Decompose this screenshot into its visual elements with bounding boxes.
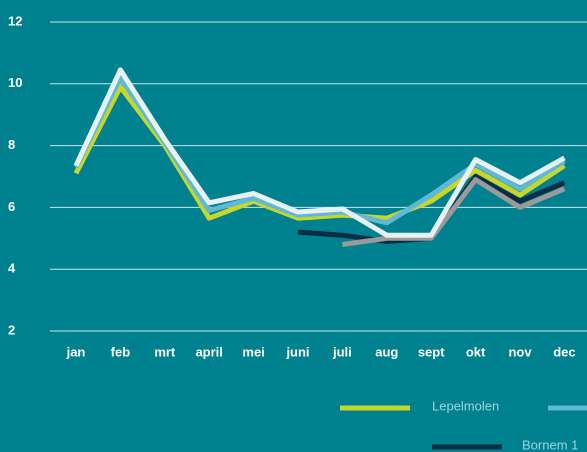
x-tick-label: juni — [285, 344, 309, 359]
y-tick-label: 6 — [8, 199, 15, 214]
y-tick-label: 12 — [8, 13, 22, 28]
x-tick-label: mei — [242, 344, 264, 359]
x-tick-label: okt — [466, 344, 486, 359]
x-tick-label: dec — [553, 344, 575, 359]
x-tick-label: jan — [66, 344, 86, 359]
x-tick-label: april — [195, 344, 222, 359]
y-tick-label: 8 — [8, 137, 15, 152]
y-tick-label: 10 — [8, 75, 22, 90]
y-tick-label: 4 — [8, 261, 16, 276]
x-tick-label: aug — [375, 344, 398, 359]
x-tick-label: nov — [508, 344, 532, 359]
series-line — [73, 67, 566, 238]
legend-label: Bornem 1 — [522, 437, 578, 452]
x-tick-label: feb — [111, 344, 131, 359]
x-tick-label: juli — [332, 344, 352, 359]
x-tick-label: sept — [418, 344, 445, 359]
x-tick-label: mrt — [154, 344, 176, 359]
legend-label: Lepelmolen — [432, 398, 499, 413]
series-line — [342, 177, 566, 247]
y-tick-label: 2 — [8, 322, 15, 337]
